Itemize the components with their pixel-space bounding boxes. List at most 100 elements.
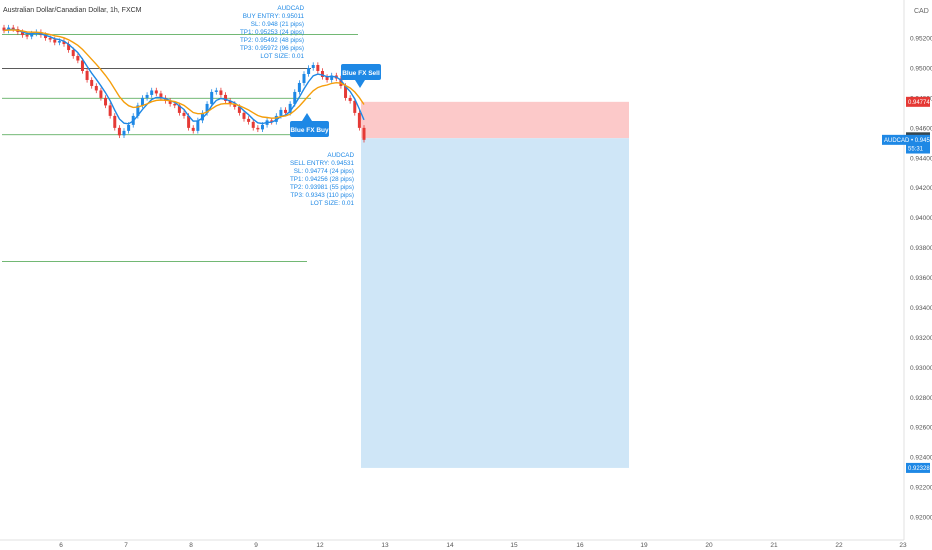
candle-body — [67, 44, 71, 51]
y-tick-label: 0.92000 — [910, 515, 932, 522]
candle-body — [2, 27, 6, 31]
y-tick-label: 0.93600 — [910, 275, 932, 282]
time-axis[interactable]: 6 7 8 9 12 13 14 15 16 19 20 21 22 23 — [0, 539, 907, 549]
candle-body — [104, 97, 108, 106]
ema-fast-line — [3, 28, 365, 125]
candle-body — [117, 127, 121, 136]
price-badge — [906, 96, 930, 107]
buy-note-line: SL: 0.948 (21 pips) — [251, 21, 304, 28]
sell-note-line: TP1: 0.94256 (28 pips) — [290, 176, 354, 183]
y-tick-label: 0.93200 — [910, 335, 932, 342]
candle-body — [173, 103, 177, 106]
price-badge-text: 0.94774 — [908, 100, 930, 106]
candle-body — [71, 50, 75, 57]
candle-body — [325, 76, 329, 80]
y-tick-label: 0.94400 — [910, 155, 932, 162]
position-zones — [361, 101, 629, 468]
candle-body — [140, 97, 144, 106]
y-tick-label: 0.93000 — [910, 365, 932, 372]
candle-body — [210, 91, 214, 104]
buy-annotation: AUDCAD BUY ENTRY: 0.95011 SL: 0.948 (21 … — [240, 5, 305, 60]
candle-body — [11, 27, 15, 30]
candle-body — [90, 79, 94, 86]
candle-body — [20, 32, 24, 36]
sell-note-line: SELL ENTRY: 0.94531 — [290, 160, 355, 167]
sell-signal[interactable]: Blue FX Sell — [341, 64, 381, 88]
candle-body — [237, 106, 241, 113]
candle-body — [53, 39, 57, 43]
candle-body — [122, 130, 126, 136]
y-tick-label: 0.93400 — [910, 305, 932, 312]
candle-body — [62, 41, 66, 45]
candle-body — [200, 112, 204, 121]
candle-body — [108, 105, 112, 116]
candle-body — [242, 112, 246, 119]
candle-body — [94, 85, 98, 91]
candle-body — [302, 73, 306, 83]
candle-body — [357, 112, 361, 128]
candle-body — [136, 105, 140, 116]
y-tick-label: 0.92200 — [910, 485, 932, 492]
price-axis[interactable]: CAD 0.952000.950000.948000.946000.944000… — [882, 0, 932, 540]
candle-body — [150, 90, 154, 95]
candle-body — [113, 115, 117, 128]
x-tick-label: 9 — [254, 542, 258, 549]
y-tick-label: 0.94600 — [910, 125, 932, 132]
candle-body — [320, 70, 324, 77]
y-tick-label: 0.94200 — [910, 185, 932, 192]
candle-body — [307, 68, 311, 74]
candle-body — [30, 33, 34, 37]
sell-note-line: SL: 0.94774 (24 pips) — [294, 168, 354, 175]
sell-note-line: TP2: 0.93981 (55 pips) — [290, 184, 354, 191]
candle-body — [145, 94, 149, 98]
price-badge-text: 0.92328 — [908, 466, 930, 472]
sell-signal-arrow — [355, 80, 365, 88]
candle-body — [219, 90, 223, 95]
candle-body — [224, 94, 228, 101]
buy-signal-box — [290, 121, 329, 137]
y-tick-label: 0.94000 — [910, 215, 932, 222]
candle-body — [159, 93, 163, 98]
stop-loss-zone[interactable] — [361, 101, 629, 139]
candle-body — [311, 65, 315, 68]
buy-note-line: TP1: 0.95253 (24 pips) — [240, 29, 304, 36]
buy-note-line: TP2: 0.95492 (48 pips) — [240, 37, 304, 44]
candle-body — [339, 78, 343, 86]
x-tick-label: 14 — [446, 542, 454, 549]
candle-body — [80, 60, 84, 71]
candle-body — [362, 127, 366, 140]
candle-body — [256, 127, 260, 130]
candle-body — [99, 90, 103, 98]
buy-signal[interactable]: Blue FX Buy — [290, 113, 329, 137]
y-tick-label: 0.95000 — [910, 66, 932, 73]
candles — [2, 24, 366, 143]
candle-body — [284, 109, 288, 113]
candle-body — [330, 75, 334, 80]
x-tick-label: 16 — [576, 542, 584, 549]
chart-title: Australian Dollar/Canadian Dollar, 1h, F… — [3, 7, 142, 14]
x-tick-label: 13 — [381, 542, 389, 549]
x-tick-label: 6 — [59, 542, 63, 549]
candle-body — [316, 65, 320, 71]
candle-body — [44, 35, 48, 39]
buy-signal-arrow — [302, 113, 312, 121]
candle-body — [48, 38, 52, 40]
candle-body — [247, 118, 251, 122]
y-tick-label: 0.92400 — [910, 455, 932, 462]
x-tick-label: 12 — [316, 542, 324, 549]
candle-body — [205, 103, 209, 113]
candle-body — [57, 41, 61, 43]
candle-body — [25, 35, 29, 37]
sell-note-line: TP3: 0.9343 (110 pips) — [290, 192, 354, 199]
take-profit-zone[interactable] — [361, 138, 629, 468]
price-badge-text: 55:31 — [908, 147, 924, 153]
y-tick-labels: 0.952000.950000.948000.946000.944000.942… — [910, 36, 932, 522]
price-badges: 0.947740.94537AUDCAD • 0.9452055:310.923… — [882, 96, 932, 473]
sell-signal-box — [341, 64, 381, 80]
candle-body — [127, 124, 131, 131]
candle-body — [344, 85, 348, 98]
candle-body — [353, 100, 357, 113]
candle-body — [214, 90, 218, 92]
sell-note-line: LOT SIZE: 0.01 — [310, 200, 354, 207]
